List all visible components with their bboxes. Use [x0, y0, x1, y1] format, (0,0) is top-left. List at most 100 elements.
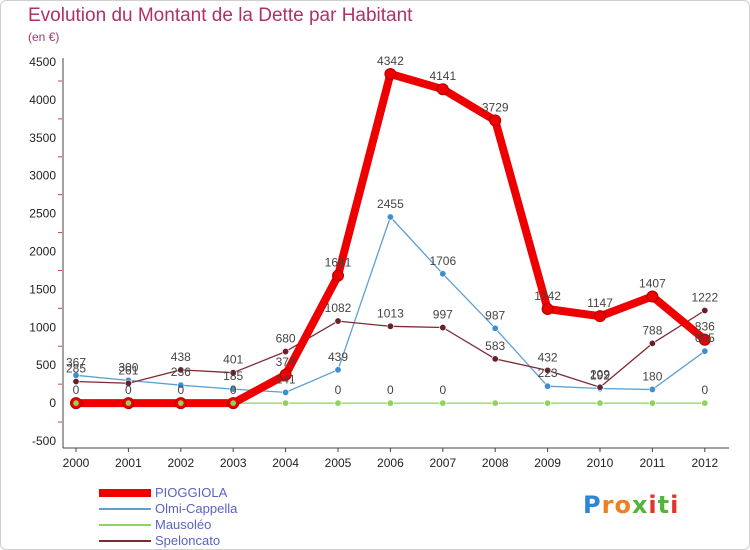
- series-point: [282, 399, 290, 407]
- data-label: 439: [328, 350, 348, 364]
- series-point-inner: [178, 400, 184, 406]
- data-label: 0: [335, 383, 342, 397]
- series-point: [334, 317, 342, 325]
- legend-label: Olmi-Cappella: [155, 501, 238, 516]
- series-point: [596, 399, 604, 407]
- series-point: [544, 382, 552, 390]
- chart-unit: (en €): [28, 30, 60, 44]
- line-chart: -500050010001500200025003000350040004500…: [29, 54, 729, 470]
- legend-swatch: [99, 508, 151, 510]
- y-tick-label: 2500: [29, 207, 56, 221]
- series-point: [648, 399, 656, 407]
- series-point: [386, 213, 394, 221]
- data-label: 1082: [325, 301, 352, 315]
- series-points: [70, 67, 711, 410]
- y-tick-label: 1500: [29, 282, 56, 296]
- data-label: 223: [538, 366, 558, 380]
- data-label: 401: [223, 353, 243, 367]
- y-tick-label: 0: [49, 396, 56, 410]
- series-point: [541, 302, 554, 315]
- y-tick-label: 3000: [29, 169, 56, 183]
- data-label: 1147: [587, 296, 613, 310]
- data-label: 997: [433, 308, 453, 322]
- series-point: [282, 388, 290, 396]
- data-label: 836: [695, 320, 715, 334]
- axes: -500050010001500200025003000350040004500…: [29, 55, 729, 470]
- data-label: 987: [485, 308, 505, 322]
- x-tick-label: 2007: [429, 456, 456, 470]
- series-point: [384, 67, 397, 80]
- data-label: 300: [118, 360, 138, 374]
- x-tick-label: 2005: [325, 456, 352, 470]
- data-label: 0: [177, 383, 184, 397]
- series-point: [646, 290, 659, 303]
- data-label: 438: [171, 350, 191, 364]
- legend-swatch: [99, 489, 151, 497]
- x-tick-label: 2006: [377, 456, 404, 470]
- proxiti-logo: Proxiti: [583, 491, 680, 519]
- data-label: 0: [701, 383, 708, 397]
- data-label: 1242: [534, 289, 561, 303]
- series-point: [177, 366, 185, 374]
- series-point: [177, 381, 185, 389]
- series-point: [282, 348, 290, 356]
- data-label: 432: [538, 350, 558, 364]
- data-label: 4342: [377, 54, 404, 68]
- y-tick-label: 4000: [29, 93, 56, 107]
- x-tick-label: 2012: [691, 456, 718, 470]
- series-point: [386, 322, 394, 330]
- legend-swatch: [99, 540, 151, 542]
- x-tick-label: 2001: [115, 456, 142, 470]
- series-point: [489, 114, 502, 127]
- series-point: [491, 355, 499, 363]
- y-tick-label: 4500: [29, 55, 56, 69]
- y-tick-label: 2000: [29, 245, 56, 259]
- data-label: 0: [439, 383, 446, 397]
- series-point: [594, 310, 606, 323]
- data-label: 0: [125, 383, 132, 397]
- legend-label: PIOGGIOLA: [155, 485, 228, 500]
- series-point: [334, 399, 342, 407]
- series-point: [544, 366, 552, 374]
- x-tick-label: 2004: [272, 456, 299, 470]
- x-tick-label: 2002: [167, 456, 194, 470]
- series-point: [648, 385, 656, 393]
- data-label: 367: [66, 355, 86, 369]
- series-point: [334, 366, 342, 374]
- series-point: [544, 399, 552, 407]
- y-tick-label: 3500: [29, 131, 56, 145]
- series-point: [332, 269, 344, 282]
- y-tick-label: 500: [36, 358, 56, 372]
- series-point-inner: [230, 400, 236, 406]
- series-point: [701, 399, 709, 407]
- series-point: [439, 399, 447, 407]
- data-label: 3729: [482, 100, 509, 114]
- series-point: [701, 347, 709, 355]
- series-point: [698, 333, 711, 346]
- data-label: 0: [387, 383, 394, 397]
- x-tick-label: 2008: [482, 456, 509, 470]
- series-point: [386, 399, 394, 407]
- series-point: [648, 339, 656, 347]
- y-tick-label: -500: [32, 434, 56, 448]
- series-point: [72, 377, 80, 385]
- data-label: 236: [171, 365, 191, 379]
- data-label: 680: [276, 332, 296, 346]
- data-label: 180: [642, 369, 662, 383]
- data-label: 285: [66, 361, 86, 375]
- legend-swatch: [99, 524, 151, 526]
- chart-title: Evolution du Montant de la Dette par Hab…: [28, 5, 413, 26]
- x-tick-label: 2003: [220, 456, 247, 470]
- data-label: 1222: [691, 290, 718, 304]
- data-label: 2455: [377, 197, 404, 211]
- series-point: [491, 324, 499, 332]
- data-label: 4141: [429, 69, 456, 83]
- series-point: [124, 379, 132, 387]
- data-label: 192: [590, 369, 610, 383]
- series-point: [701, 306, 709, 314]
- data-label: 0: [230, 383, 237, 397]
- data-label: 141: [276, 372, 296, 386]
- data-label: 685: [695, 331, 715, 345]
- series-point: [229, 369, 237, 377]
- data-label: 1706: [429, 254, 456, 268]
